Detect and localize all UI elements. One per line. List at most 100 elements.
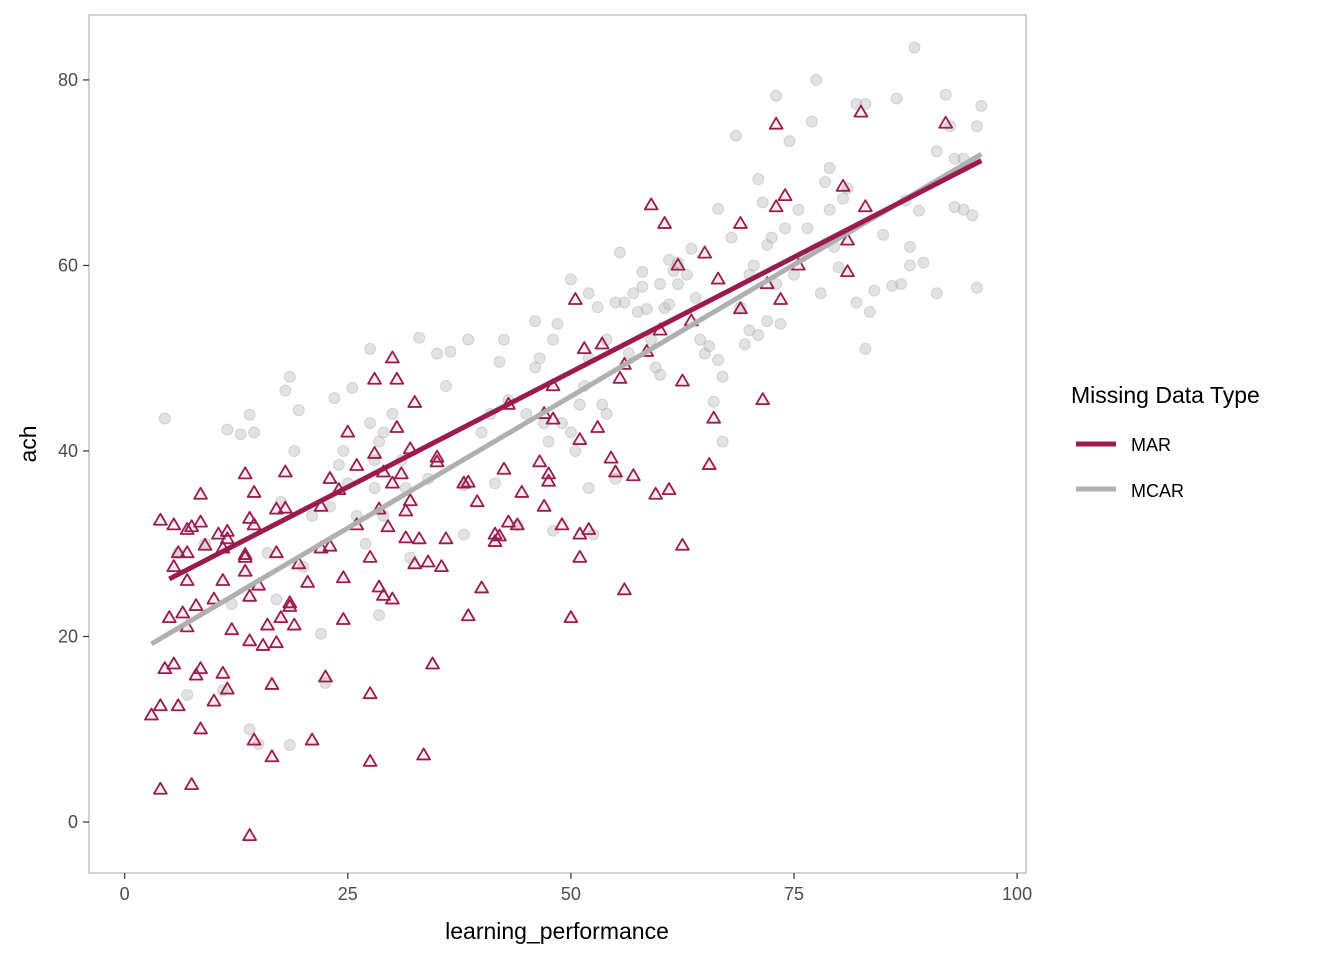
y-tick-label: 20 (58, 626, 78, 646)
mcar-point (306, 509, 319, 522)
mar-point (625, 468, 641, 482)
mcar-point (779, 222, 792, 235)
mar-point (349, 458, 365, 471)
mar-point (389, 420, 405, 433)
mcar-point (631, 305, 644, 318)
mar-point (219, 531, 235, 545)
mar-point (777, 188, 793, 201)
mcar-point (582, 482, 595, 495)
mcar-point (725, 231, 738, 244)
mcar-point (903, 259, 916, 272)
mcar-point (288, 444, 301, 457)
mar-point (380, 519, 396, 533)
mar-point (710, 271, 726, 285)
mcar-point (292, 404, 305, 417)
mcar-point (712, 354, 725, 367)
mcar-point (439, 380, 452, 393)
mcar-point (663, 253, 676, 266)
mcar-point (703, 340, 716, 353)
mcar-point (243, 723, 256, 736)
mar-point (367, 446, 382, 459)
mcar-point (975, 99, 988, 112)
mar-point (675, 537, 690, 551)
mcar-point (364, 342, 377, 355)
y-tick-label: 40 (58, 441, 78, 461)
legend-title: Missing Data Type (1071, 382, 1260, 408)
mar-point (608, 464, 623, 478)
mcar-point (493, 355, 506, 368)
mar-point (286, 617, 302, 631)
mcar-point (783, 135, 796, 148)
mcar-point (636, 280, 649, 293)
mar-point (701, 457, 717, 470)
mar-point (492, 528, 507, 542)
mcar-point (645, 333, 658, 346)
mcar-point (948, 152, 961, 165)
mcar-point (712, 202, 725, 215)
mcar-points (158, 41, 988, 751)
mcar-point (654, 277, 667, 290)
mcar-point (658, 302, 671, 315)
mar-point (438, 531, 454, 545)
mar-point (179, 573, 195, 586)
mar-point (425, 656, 440, 670)
mar-point (153, 512, 168, 526)
mcar-point (640, 303, 653, 316)
mcar-point (533, 352, 546, 365)
mcar-point (939, 88, 952, 101)
mcar-point (716, 370, 729, 383)
mar-point (188, 598, 204, 611)
mar-point (581, 522, 597, 535)
mar-point (237, 466, 253, 480)
mar-point (153, 698, 168, 712)
mcar-point (315, 627, 328, 640)
mar-point (385, 350, 400, 364)
mar-point (429, 454, 445, 468)
mcar-point (837, 192, 850, 205)
mar-point (362, 753, 378, 767)
mar-point (643, 197, 659, 211)
mar-point (367, 371, 382, 385)
mar-point (184, 777, 199, 790)
mar-point (675, 373, 690, 387)
mcar-point (591, 301, 604, 314)
mcar-point (930, 145, 943, 158)
mar-point (246, 484, 262, 498)
mar-point (215, 573, 231, 586)
mar-point (567, 292, 583, 305)
mcar-point (944, 120, 957, 133)
mcar-point (832, 261, 845, 274)
mar-point (768, 116, 784, 130)
mar-point (469, 494, 485, 508)
mcar-point (181, 688, 194, 701)
mcar-point (671, 277, 684, 290)
mcar-point (863, 305, 876, 318)
mcar-point (386, 407, 399, 420)
mar-point (246, 517, 262, 531)
mcar-point (895, 277, 908, 290)
mar-point (188, 667, 204, 681)
mcar-point (618, 296, 631, 309)
mar-point (322, 471, 338, 484)
mar-point (335, 570, 351, 584)
mar-point (572, 549, 588, 563)
mcar-point (743, 324, 756, 337)
x-tick-label: 50 (561, 884, 581, 904)
mar-point (514, 484, 530, 498)
mar-point (617, 582, 632, 596)
mcar-point (752, 329, 765, 342)
mar-point (277, 464, 293, 478)
mcar-point (221, 423, 234, 436)
mcar-point (364, 417, 377, 430)
mar-point (474, 580, 490, 594)
mar-point (376, 587, 391, 601)
mcar-point (551, 317, 564, 330)
mcar-point (489, 477, 502, 490)
mcar-point (859, 342, 872, 355)
mar-trend-line (168, 158, 983, 582)
mcar-point (868, 284, 881, 297)
mar-point (291, 556, 307, 570)
mcar-point (270, 593, 283, 606)
y-tick-label: 60 (58, 255, 78, 275)
mar-point (215, 665, 231, 679)
